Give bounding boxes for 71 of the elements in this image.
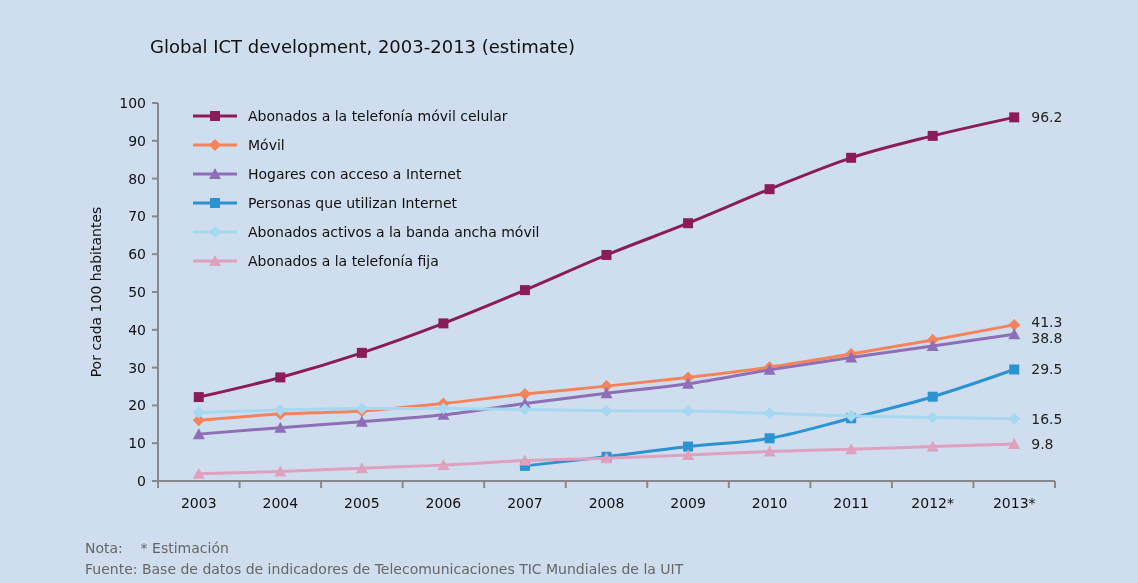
y-axis-title: Por cada 100 habitantes [88,206,104,378]
x-tick-label: 2012* [911,495,954,511]
point [274,465,287,477]
point [927,391,938,402]
y-tick-label: 10 [128,435,146,452]
data-label: 16.5 [1031,410,1063,427]
point [275,372,286,383]
y-tick-label: 90 [128,132,146,149]
legend-label: Abonados a la telefonía móvil celular [248,108,508,124]
point [356,347,367,358]
point [355,462,368,474]
y-tick-label: 0 [137,473,146,489]
data-label: 38.8 [1031,329,1063,346]
point [518,454,531,466]
point [437,459,450,471]
point [192,428,205,440]
point [1008,318,1021,331]
chart-title: Global ICT development, 2003-2013 (estimate) [150,36,576,57]
point [193,392,204,403]
point [682,377,695,389]
point [845,443,858,455]
x-tick-label: 2011 [833,495,869,511]
y-tick-label: 50 [128,284,146,300]
point [927,130,938,141]
point [355,415,368,427]
x-tick-label: 2005 [344,495,380,511]
x-tick-label: 2006 [425,495,462,511]
point [274,421,287,433]
y-tick-label: 60 [128,246,146,263]
point [600,387,613,399]
point [1009,364,1020,375]
point [683,441,694,452]
source-note: Fuente: Base de datos de indicadores de Telecomunicaciones TIC Mundiales de la UIT [85,561,684,577]
x-tick-label: 2007 [507,495,543,511]
point [1009,112,1020,123]
data-label: 41.3 [1031,313,1063,330]
point [846,152,857,163]
x-tick-label: 2013* [992,495,1036,511]
x-tick-label: 2009 [670,495,706,511]
legend-label: Abonados activos a la banda ancha móvil [248,224,540,240]
point [1008,328,1021,340]
y-tick-label: 30 [128,359,146,376]
y-tick-label: 40 [128,321,146,338]
x-tick-label: 2008 [588,495,625,511]
point [763,445,776,457]
point [764,433,775,444]
y-tick-label: 100 [119,95,146,111]
point [601,249,612,260]
y-tick-label: 80 [128,170,146,187]
x-tick-label: 2004 [262,495,299,511]
point [926,440,939,452]
point [192,467,205,479]
x-tick-label: 2003 [180,495,217,511]
point [683,218,694,229]
y-tick-label: 20 [128,397,146,414]
data-label: 9.8 [1031,435,1054,452]
point [682,448,695,460]
y-tick-label: 70 [128,208,146,225]
point [438,318,449,329]
legend-label: Hogares con acceso a Internet [248,166,462,182]
point [1008,437,1021,449]
point [764,184,775,195]
legend-label: Abonados a la telefonía fija [248,253,439,269]
x-tick-label: 2010 [751,495,788,511]
legend-label: Móvil [248,137,285,153]
point [926,340,939,352]
data-label: 29.5 [1031,361,1063,378]
data-label: 96.2 [1031,109,1063,126]
legend-label: Personas que utilizan Internet [248,195,458,211]
point [519,285,530,296]
text: Nota: * Estimación [85,540,229,556]
